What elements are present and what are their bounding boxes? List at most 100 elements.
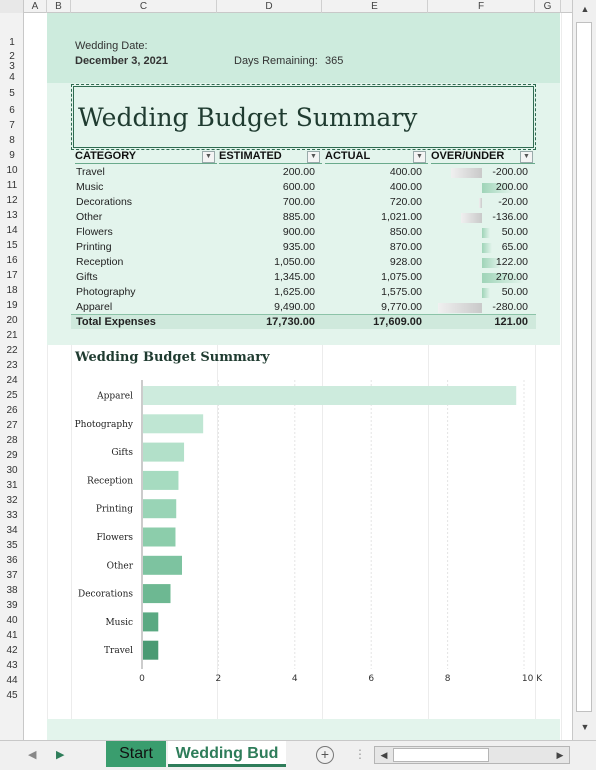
row-header[interactable]: 37 (6, 570, 18, 581)
row-header[interactable]: 9 (9, 150, 15, 161)
row-header[interactable]: 10 (6, 165, 18, 176)
total-label[interactable]: Total Expenses (76, 316, 156, 328)
row-header[interactable]: 3 (9, 61, 15, 72)
row-header[interactable]: 33 (6, 510, 18, 521)
category-cell[interactable]: Flowers (76, 226, 113, 238)
filter-dropdown-actual[interactable]: ▼ (413, 151, 426, 163)
row-header[interactable]: 7 (9, 120, 15, 131)
row-header[interactable]: 27 (6, 420, 18, 431)
filter-dropdown-estimated[interactable]: ▼ (307, 151, 320, 163)
over-under-cell[interactable]: -200.00 (492, 166, 528, 178)
tab-wedding-budget-summary[interactable]: Wedding Bud (168, 741, 286, 767)
vertical-scroll-thumb[interactable] (576, 22, 592, 712)
budget-chart[interactable]: 0 2 4 6 8 10 K Apparel Photography Gifts Receptio… (24, 368, 572, 698)
total-estimated[interactable]: 17,730.00 (266, 316, 315, 328)
estimated-cell[interactable]: 700.00 (282, 196, 315, 208)
row-header[interactable]: 43 (6, 660, 18, 671)
estimated-cell[interactable]: 885.00 (282, 211, 315, 223)
row-header[interactable]: 6 (9, 105, 15, 116)
over-under-cell[interactable]: 50.00 (501, 226, 528, 238)
row-header[interactable]: 16 (6, 255, 18, 266)
estimated-cell[interactable]: 935.00 (282, 241, 315, 253)
chart-bar[interactable] (143, 442, 185, 462)
row-header[interactable]: 39 (6, 600, 18, 611)
row-header[interactable]: 30 (6, 465, 18, 476)
row-header[interactable]: 8 (9, 135, 15, 146)
row-header[interactable]: 22 (6, 345, 18, 356)
over-under-cell[interactable]: 122.00 (495, 256, 528, 268)
chart-bar[interactable] (143, 640, 159, 660)
over-under-cell[interactable]: -136.00 (492, 211, 528, 223)
category-cell[interactable]: Printing (76, 241, 112, 253)
category-cell[interactable]: Music (76, 181, 104, 193)
row-header[interactable]: 23 (6, 360, 18, 371)
estimated-cell[interactable]: 1,050.00 (274, 256, 315, 268)
estimated-cell[interactable]: 600.00 (282, 181, 315, 193)
filter-dropdown-category[interactable]: ▼ (202, 151, 215, 163)
scroll-up-icon[interactable]: ▲ (580, 4, 590, 14)
row-header[interactable]: 20 (6, 315, 18, 326)
total-actual[interactable]: 17,609.00 (373, 316, 422, 328)
column-header-c[interactable]: C (71, 0, 217, 13)
row-header[interactable]: 18 (6, 285, 18, 296)
estimated-cell[interactable]: 9,490.00 (274, 301, 315, 313)
chart-bar[interactable] (143, 414, 204, 434)
row-header[interactable]: 41 (6, 630, 18, 641)
column-header-b[interactable]: B (47, 0, 71, 13)
scroll-down-icon[interactable]: ▼ (580, 722, 590, 732)
chart-bar[interactable] (143, 499, 177, 519)
category-cell[interactable]: Travel (76, 166, 105, 178)
row-header[interactable]: 25 (6, 390, 18, 401)
row-header[interactable]: 5 (9, 88, 15, 99)
actual-cell[interactable]: 1,075.00 (381, 271, 422, 283)
prev-sheet-icon[interactable]: ◀ (28, 749, 37, 761)
actual-cell[interactable]: 9,770.00 (381, 301, 422, 313)
wedding-date-value[interactable]: December 3, 2021 (75, 55, 168, 67)
estimated-cell[interactable]: 200.00 (282, 166, 315, 178)
category-cell[interactable]: Gifts (76, 271, 98, 283)
actual-cell[interactable]: 400.00 (389, 166, 422, 178)
category-cell[interactable]: Apparel (76, 301, 113, 313)
actual-cell[interactable]: 720.00 (389, 196, 422, 208)
column-header-d[interactable]: D (217, 0, 322, 13)
tab-splitter-icon[interactable]: ⋮ (354, 747, 366, 761)
estimated-cell[interactable]: 900.00 (282, 226, 315, 238)
add-sheet-icon[interactable]: + (316, 746, 334, 764)
actual-cell[interactable]: 928.00 (389, 256, 422, 268)
row-header[interactable]: 28 (6, 435, 18, 446)
row-header[interactable]: 26 (6, 405, 18, 416)
title-cell[interactable]: Wedding Budget Summary (71, 84, 536, 150)
estimated-cell[interactable]: 1,625.00 (274, 286, 315, 298)
row-header[interactable]: 31 (6, 480, 18, 491)
actual-cell[interactable]: 1,575.00 (381, 286, 422, 298)
over-under-cell[interactable]: 270.00 (495, 271, 528, 283)
vertical-scrollbar[interactable]: ▲ ▼ (572, 0, 596, 740)
chart-bar[interactable] (143, 612, 159, 632)
category-cell[interactable]: Decorations (76, 196, 133, 208)
row-header[interactable]: 36 (6, 555, 18, 566)
row-header[interactable]: 12 (6, 195, 18, 206)
chart-bar[interactable] (143, 555, 183, 575)
horizontal-scrollbar[interactable]: ◀ ▶ (374, 746, 570, 764)
row-header[interactable]: 38 (6, 585, 18, 596)
row-header[interactable]: 4 (9, 72, 15, 83)
category-cell[interactable]: Reception (76, 256, 124, 268)
row-header[interactable]: 19 (6, 300, 18, 311)
row-header[interactable]: 17 (6, 270, 18, 281)
row-header[interactable]: 1 (9, 37, 15, 48)
over-under-cell[interactable]: 65.00 (501, 241, 528, 253)
over-under-cell[interactable]: 200.00 (495, 181, 528, 193)
row-header[interactable]: 32 (6, 495, 18, 506)
column-header-a[interactable]: A (24, 0, 47, 13)
row-header[interactable]: 42 (6, 645, 18, 656)
row-header[interactable]: 35 (6, 540, 18, 551)
estimated-cell[interactable]: 1,345.00 (274, 271, 315, 283)
row-header[interactable]: 45 (6, 690, 18, 701)
column-header-f[interactable]: F (428, 0, 535, 13)
row-header[interactable]: 14 (6, 225, 18, 236)
chart-bar[interactable] (143, 527, 176, 547)
row-header[interactable]: 11 (6, 180, 18, 191)
chart-bar[interactable] (143, 584, 171, 604)
row-header[interactable]: 24 (6, 375, 18, 386)
scroll-left-icon[interactable]: ◀ (380, 750, 388, 760)
